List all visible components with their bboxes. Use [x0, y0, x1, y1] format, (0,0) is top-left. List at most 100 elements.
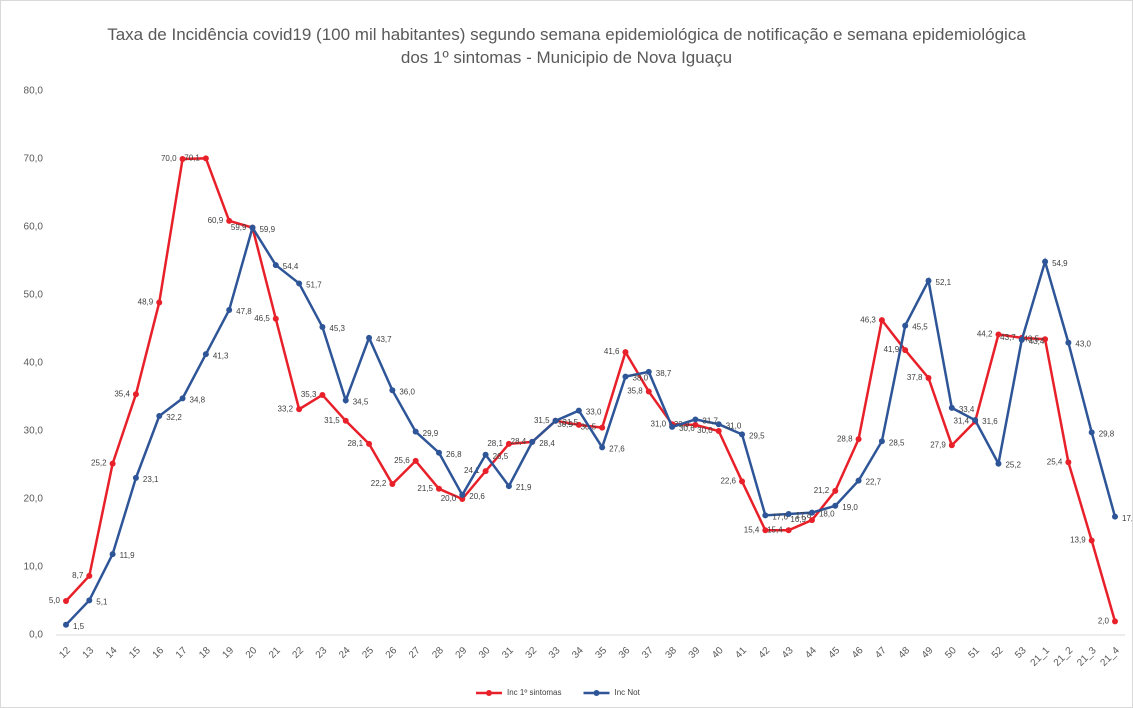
- data-point: [575, 421, 582, 428]
- data-point: [715, 421, 722, 428]
- x-tick-label: 24: [337, 645, 353, 661]
- x-tick-label: 22: [290, 645, 306, 661]
- data-point: [832, 487, 839, 494]
- data-label: 41,6: [604, 347, 620, 356]
- data-point: [692, 421, 699, 428]
- data-label: 54,4: [283, 262, 299, 271]
- data-point: [1112, 513, 1118, 520]
- data-point: [109, 460, 116, 467]
- data-point: [692, 416, 699, 423]
- x-tick-label: 47: [873, 645, 889, 661]
- data-label: 16,9: [790, 515, 806, 524]
- data-label: 17,8: [796, 511, 812, 520]
- data-label: 22,2: [371, 479, 387, 488]
- data-point: [202, 155, 209, 162]
- data-label: 20,6: [469, 492, 485, 501]
- data-label: 29,5: [749, 432, 765, 441]
- data-label: 34,5: [353, 398, 369, 407]
- data-point: [808, 517, 815, 524]
- data-point: [855, 477, 862, 484]
- x-tick-label: 37: [640, 645, 656, 661]
- data-label: 5,1: [96, 597, 108, 606]
- x-tick-label: 53: [1013, 645, 1029, 661]
- data-label: 5,0: [49, 596, 61, 605]
- data-label: 25,4: [1047, 457, 1063, 466]
- x-tick-label: 21_2: [1052, 645, 1076, 669]
- x-tick-label: 46: [850, 645, 866, 661]
- data-point: [1112, 618, 1118, 625]
- data-point: [366, 440, 373, 447]
- x-tick-label: 39: [687, 645, 703, 661]
- data-label: 46,3: [860, 315, 876, 324]
- data-label: 38,0: [632, 374, 648, 383]
- x-tick-label: 17: [174, 645, 190, 661]
- data-label: 31,7: [702, 417, 718, 426]
- data-point: [808, 509, 815, 516]
- data-point: [179, 156, 186, 162]
- x-tick-label: 28: [430, 645, 446, 661]
- x-tick-label: 51: [966, 645, 982, 661]
- data-label: 34,8: [190, 395, 206, 404]
- data-label: 20,0: [441, 494, 457, 503]
- data-point: [505, 440, 512, 447]
- data-point: [1088, 537, 1095, 544]
- x-tick-label: 40: [710, 645, 726, 661]
- data-point: [715, 428, 722, 434]
- data-point: [529, 438, 536, 445]
- data-point: [389, 481, 396, 488]
- data-point: [925, 374, 932, 381]
- x-tick-label: 45: [827, 645, 843, 661]
- y-tick-label: 80,0: [24, 86, 44, 97]
- series-line: [65, 224, 1117, 626]
- x-tick-label: 41: [733, 645, 749, 661]
- data-label: 1,5: [73, 622, 85, 631]
- x-tick-label: 49: [920, 645, 936, 661]
- title-box: Taxa de Incidência covid19 (100 mil habi…: [1, 23, 1132, 69]
- data-label: 32,2: [166, 413, 182, 422]
- data-label: 17,6: [772, 512, 788, 521]
- data-point: [622, 349, 629, 356]
- x-tick-label: 35: [593, 645, 609, 661]
- data-point: [249, 224, 256, 231]
- data-point: [202, 351, 209, 358]
- data-label: 43,7: [1000, 333, 1016, 342]
- x-tick-label: 21_4: [1098, 645, 1122, 669]
- data-label: 17,4: [1122, 514, 1132, 523]
- data-label: 8,7: [72, 571, 84, 580]
- x-tick-label: 44: [803, 645, 819, 661]
- data-point: [156, 299, 163, 306]
- data-point: [599, 444, 606, 451]
- data-point: [459, 491, 466, 498]
- x-tick-label: 25: [360, 645, 376, 661]
- x-tick-label: 43: [780, 645, 796, 661]
- x-tick-label: 21_3: [1075, 645, 1099, 669]
- data-label: 41,9: [884, 345, 900, 354]
- data-point: [226, 306, 233, 313]
- data-point: [575, 407, 582, 414]
- x-tick-label: 32: [524, 645, 540, 661]
- x-tick-label: 26: [384, 645, 400, 661]
- data-label: 43,5: [1023, 334, 1039, 343]
- x-tick-label: 20: [244, 645, 260, 661]
- data-point: [342, 417, 349, 424]
- data-label: 70,1: [184, 153, 200, 162]
- data-point: [505, 483, 512, 490]
- x-tick-label: 38: [663, 645, 679, 661]
- legend-marker: [486, 690, 492, 696]
- data-point: [389, 387, 396, 394]
- data-label: 33,2: [278, 404, 294, 413]
- data-label: 44,2: [977, 330, 993, 339]
- x-tick-label: 52: [990, 645, 1006, 661]
- data-point: [412, 457, 419, 464]
- data-point: [296, 280, 303, 287]
- data-point: [669, 423, 676, 430]
- x-tick-label: 14: [104, 645, 120, 661]
- data-point: [1042, 258, 1049, 265]
- data-point: [482, 451, 489, 458]
- data-label: 23,1: [143, 475, 159, 484]
- data-label: 22,7: [866, 478, 882, 487]
- data-label: 30,6: [679, 424, 695, 433]
- x-tick-label: 34: [570, 645, 586, 661]
- data-point: [785, 527, 792, 534]
